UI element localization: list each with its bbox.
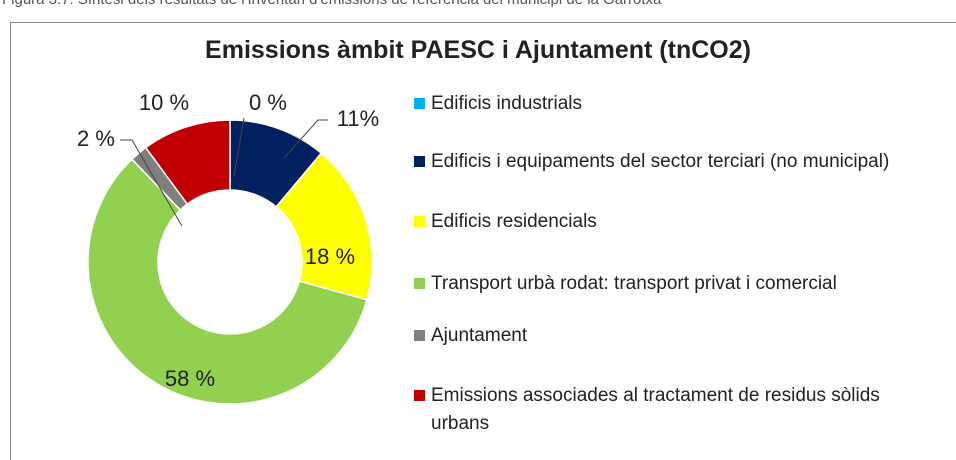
legend-label: Edificis residencials — [431, 211, 597, 232]
legend-swatch — [414, 216, 425, 227]
legend-item: Transport urbà rodat: transport privat i… — [414, 270, 934, 298]
data-label: 11% — [337, 106, 379, 131]
chart-frame — [10, 22, 956, 460]
legend-swatch — [414, 98, 425, 109]
legend-label: Edificis industrials — [431, 93, 582, 114]
legend-swatch — [414, 330, 425, 341]
leader-line — [283, 119, 328, 159]
legend-label: Transport urbà rodat: transport privat i… — [431, 273, 837, 294]
legend-label: Emissions associades al tractament de re… — [431, 385, 880, 434]
donut-slice — [144, 119, 231, 206]
legend-swatch — [414, 156, 425, 167]
data-label: 0 % — [249, 90, 287, 115]
legend-item: Edificis residencials — [414, 208, 934, 236]
legend-label: Ajuntament — [431, 325, 528, 346]
leader-line — [233, 117, 245, 177]
legend-swatch — [414, 390, 425, 401]
legend-label: Edificis i equipaments del sector tercia… — [431, 151, 890, 172]
data-label: 58 % — [165, 366, 215, 391]
data-label: 10 % — [139, 90, 189, 115]
leader-line — [120, 139, 183, 227]
donut-slice — [87, 158, 368, 405]
legend-item: Edificis industrials — [414, 90, 934, 118]
legend-item: Edificis i equipaments del sector tercia… — [414, 148, 934, 176]
legend-item: Emissions associades al tractament de re… — [414, 382, 934, 438]
data-label: 2 % — [77, 126, 115, 151]
chart-title: Emissions àmbit PAESC i Ajuntament (tnCO… — [205, 36, 751, 64]
donut-slice — [275, 152, 373, 301]
legend-item: Ajuntament — [414, 322, 934, 350]
data-label: 18 % — [305, 244, 355, 269]
legend-swatch — [414, 278, 425, 289]
